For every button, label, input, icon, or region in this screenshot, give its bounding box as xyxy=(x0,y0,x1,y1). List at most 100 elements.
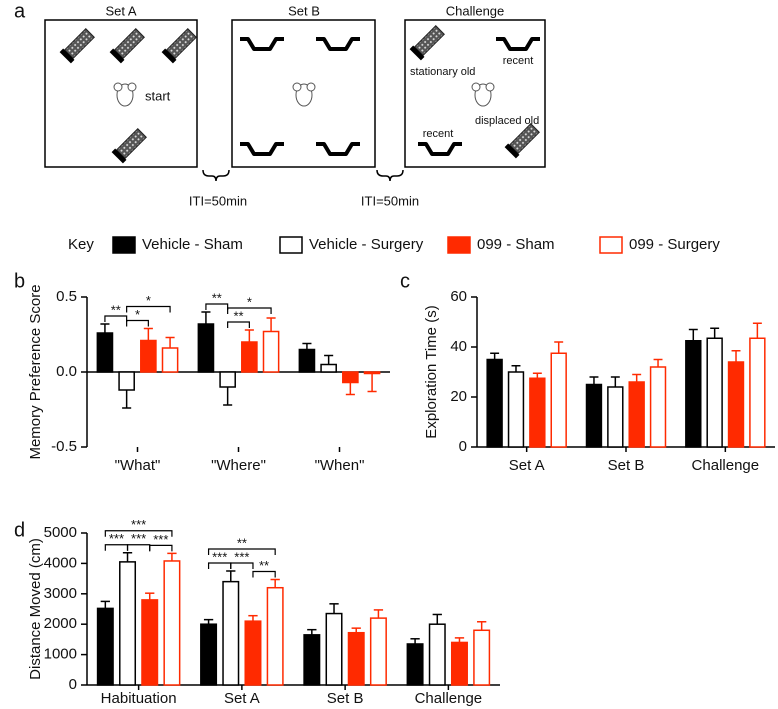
error-bar xyxy=(351,627,361,633)
significance-label: ** xyxy=(212,290,222,305)
arena xyxy=(44,19,198,168)
error-bar xyxy=(266,317,276,332)
error-bar xyxy=(477,621,487,631)
error-bar xyxy=(432,613,442,625)
arena xyxy=(231,19,376,168)
x-tick-label: Set B xyxy=(608,457,645,474)
x-tick-label: "When" xyxy=(315,457,365,474)
y-axis-title: Exploration Time (s) xyxy=(423,305,440,438)
significance-bracket xyxy=(230,562,254,569)
bar xyxy=(685,340,702,448)
error-bar xyxy=(244,329,254,342)
significance-label: * xyxy=(146,293,151,308)
error-bar xyxy=(410,638,420,644)
panel-title: Set A xyxy=(105,3,136,18)
bar xyxy=(550,352,567,448)
y-axis-title: Memory Preference Score xyxy=(27,284,44,459)
error-bar xyxy=(167,552,177,561)
bar xyxy=(450,641,468,686)
error-bar xyxy=(203,618,214,625)
legend: Key xyxy=(68,236,94,253)
error-bar xyxy=(165,336,175,348)
bar xyxy=(244,620,262,686)
panel-title: Challenge xyxy=(446,3,505,18)
error-bar xyxy=(653,358,663,367)
x-tick-label: "Where" xyxy=(211,457,266,474)
panel-letter: c xyxy=(400,270,410,292)
legend-label: 099 - Surgery xyxy=(629,236,720,253)
significance-label: * xyxy=(247,294,252,309)
error-bar xyxy=(223,387,233,406)
object xyxy=(111,126,149,164)
y-tick-label: 2000 xyxy=(44,615,77,632)
error-bar xyxy=(554,341,564,354)
bar xyxy=(219,371,236,388)
y-tick-label: 4000 xyxy=(44,554,77,571)
legend-label: Vehicle - Sham xyxy=(142,236,243,253)
object xyxy=(59,26,97,64)
significance-label: ** xyxy=(233,308,243,323)
object xyxy=(314,142,362,156)
legend-swatch xyxy=(279,236,303,254)
x-tick-label: Habituation xyxy=(101,690,177,707)
panel-letter: a xyxy=(14,0,26,22)
object xyxy=(409,23,447,61)
significance-label: *** xyxy=(109,531,124,546)
bar xyxy=(406,643,424,686)
bar xyxy=(486,358,503,448)
bar xyxy=(303,634,321,686)
object-label: recent xyxy=(503,55,534,67)
significance-bracket xyxy=(126,319,149,327)
significance-label: *** xyxy=(153,532,168,547)
mouse xyxy=(471,82,495,107)
bar xyxy=(507,371,525,448)
object xyxy=(504,121,542,159)
object xyxy=(109,26,147,64)
object-label: start xyxy=(145,88,171,103)
significance-bracket xyxy=(104,530,173,537)
legend-swatch xyxy=(599,236,623,254)
object xyxy=(161,26,199,64)
error-bar xyxy=(248,614,258,622)
error-bar xyxy=(201,311,211,324)
error-bar xyxy=(122,552,133,562)
mouse xyxy=(292,82,316,107)
object xyxy=(416,142,464,156)
error-bar xyxy=(329,603,339,614)
bar xyxy=(473,629,491,686)
significance-label: *** xyxy=(131,531,146,546)
error-bar xyxy=(710,327,720,339)
bar xyxy=(222,580,240,686)
legend-label: Vehicle - Surgery xyxy=(309,236,424,253)
bar xyxy=(266,586,284,686)
error-bar xyxy=(610,376,620,387)
legend-title: Key xyxy=(68,236,94,253)
object xyxy=(238,37,286,51)
object-label: displaced old xyxy=(475,115,539,127)
error-bar xyxy=(270,578,280,588)
y-tick-label: 0.5 xyxy=(56,288,77,305)
x-tick-label: Challenge xyxy=(692,457,760,474)
bar xyxy=(200,623,218,686)
error-bar xyxy=(122,390,132,409)
y-tick-label: 5000 xyxy=(44,524,77,541)
error-bar xyxy=(143,327,153,341)
bar xyxy=(325,612,343,686)
x-tick-label: Challenge xyxy=(415,690,483,707)
object-label: stationary old xyxy=(410,66,475,78)
bar xyxy=(628,381,645,448)
bar xyxy=(320,363,337,373)
bar xyxy=(529,377,546,448)
x-tick-label: Set A xyxy=(509,457,545,474)
iti-label: ITI=50min xyxy=(189,193,247,208)
bar xyxy=(347,631,365,686)
bar xyxy=(607,386,624,448)
error-bar xyxy=(226,570,236,582)
significance-bracket xyxy=(207,548,276,555)
bar xyxy=(118,371,135,391)
bar xyxy=(96,332,114,373)
bar xyxy=(298,348,316,373)
y-tick-label: 40 xyxy=(450,338,467,355)
significance-label: *** xyxy=(212,549,227,564)
